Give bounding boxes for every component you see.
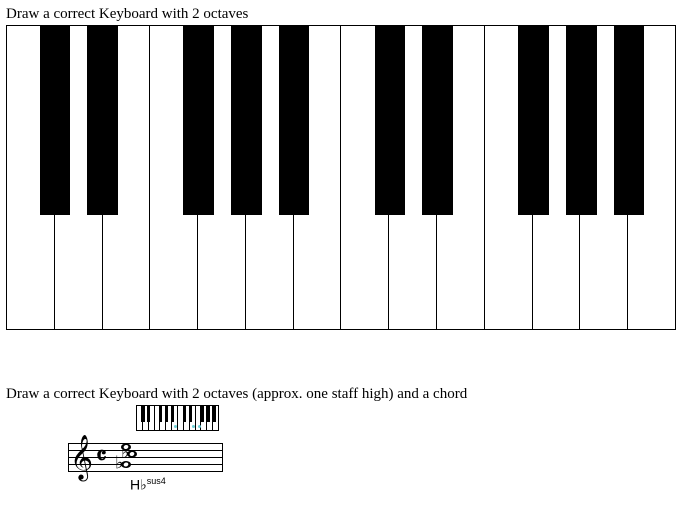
black-key xyxy=(171,406,174,422)
keyboard-2-octaves-small xyxy=(136,405,219,431)
black-key xyxy=(40,26,71,215)
black-key xyxy=(147,406,150,422)
black-key xyxy=(279,26,310,215)
black-key xyxy=(141,406,144,422)
staff-and-mini-keyboard: 𝄞𝄴♭♭ H♭sus4 xyxy=(6,405,233,503)
black-key xyxy=(566,26,597,215)
black-key xyxy=(183,26,214,215)
svg-text:𝄞: 𝄞 xyxy=(70,435,93,481)
black-key xyxy=(614,26,645,215)
keyboard-2-octaves-large xyxy=(6,25,676,330)
svg-text:𝄴: 𝄴 xyxy=(96,444,107,470)
black-key xyxy=(231,26,262,215)
chord-key-marker xyxy=(198,425,201,428)
chord-label: H♭sus4 xyxy=(130,476,166,494)
black-key xyxy=(518,26,549,215)
black-key xyxy=(87,26,118,215)
chord-key-marker xyxy=(174,425,177,428)
black-key xyxy=(201,406,204,422)
black-key xyxy=(212,406,215,422)
black-key xyxy=(183,406,186,422)
chord-root: H♭ xyxy=(130,476,147,492)
black-key xyxy=(165,406,168,422)
section1-title: Draw a correct Keyboard with 2 octaves xyxy=(6,6,679,23)
chord-quality: sus4 xyxy=(147,476,166,486)
black-key xyxy=(189,406,192,422)
black-key xyxy=(159,406,162,422)
black-key xyxy=(375,26,406,215)
section2-title: Draw a correct Keyboard with 2 octaves (… xyxy=(6,386,679,403)
black-key xyxy=(207,406,210,422)
chord-key-marker xyxy=(192,425,195,428)
black-key xyxy=(422,26,453,215)
